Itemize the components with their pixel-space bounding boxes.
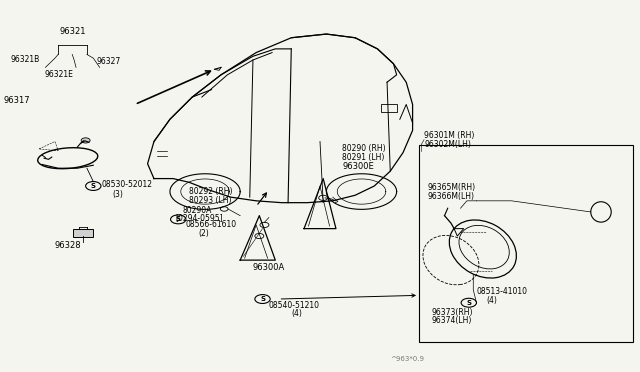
Text: [0294-0595]: [0294-0595] bbox=[175, 213, 223, 222]
Text: 08540-51210: 08540-51210 bbox=[269, 301, 320, 310]
Text: 96321: 96321 bbox=[60, 27, 86, 36]
Text: (4): (4) bbox=[486, 296, 497, 305]
Text: 80293 (LH): 80293 (LH) bbox=[189, 196, 232, 205]
Text: 96327: 96327 bbox=[97, 57, 121, 66]
Circle shape bbox=[81, 138, 90, 143]
Text: 96321E: 96321E bbox=[44, 70, 73, 79]
Text: 80290A: 80290A bbox=[182, 206, 212, 215]
Text: 96366M(LH): 96366M(LH) bbox=[428, 192, 474, 201]
FancyBboxPatch shape bbox=[73, 229, 93, 237]
Text: (4): (4) bbox=[291, 310, 302, 318]
Text: 96374(LH): 96374(LH) bbox=[432, 317, 472, 326]
Text: 96321B: 96321B bbox=[10, 55, 40, 64]
Text: 96300E: 96300E bbox=[342, 162, 374, 171]
Text: S: S bbox=[176, 217, 180, 222]
Text: 96328: 96328 bbox=[54, 241, 81, 250]
Text: 08530-52012: 08530-52012 bbox=[102, 180, 152, 189]
Text: 08513-41010: 08513-41010 bbox=[476, 287, 527, 296]
Text: (2): (2) bbox=[198, 229, 209, 238]
Text: 96373(RH): 96373(RH) bbox=[432, 308, 473, 317]
Text: 80291 (LH): 80291 (LH) bbox=[342, 153, 385, 161]
Text: 08566-61610: 08566-61610 bbox=[186, 221, 237, 230]
Bar bbox=[419, 145, 633, 341]
Text: 96365M(RH): 96365M(RH) bbox=[428, 183, 476, 192]
Text: ^963*0.9: ^963*0.9 bbox=[390, 356, 424, 362]
Text: 96301M (RH): 96301M (RH) bbox=[424, 131, 474, 141]
Text: 80292 (RH): 80292 (RH) bbox=[189, 187, 232, 196]
Text: S: S bbox=[467, 300, 471, 306]
Text: 96300A: 96300A bbox=[253, 263, 285, 272]
Text: 96317: 96317 bbox=[4, 96, 31, 105]
Text: 80290 (RH): 80290 (RH) bbox=[342, 144, 386, 153]
Text: 96302M(LH): 96302M(LH) bbox=[424, 140, 471, 149]
Text: (3): (3) bbox=[113, 190, 124, 199]
Text: S: S bbox=[260, 296, 265, 302]
Text: S: S bbox=[91, 183, 96, 189]
